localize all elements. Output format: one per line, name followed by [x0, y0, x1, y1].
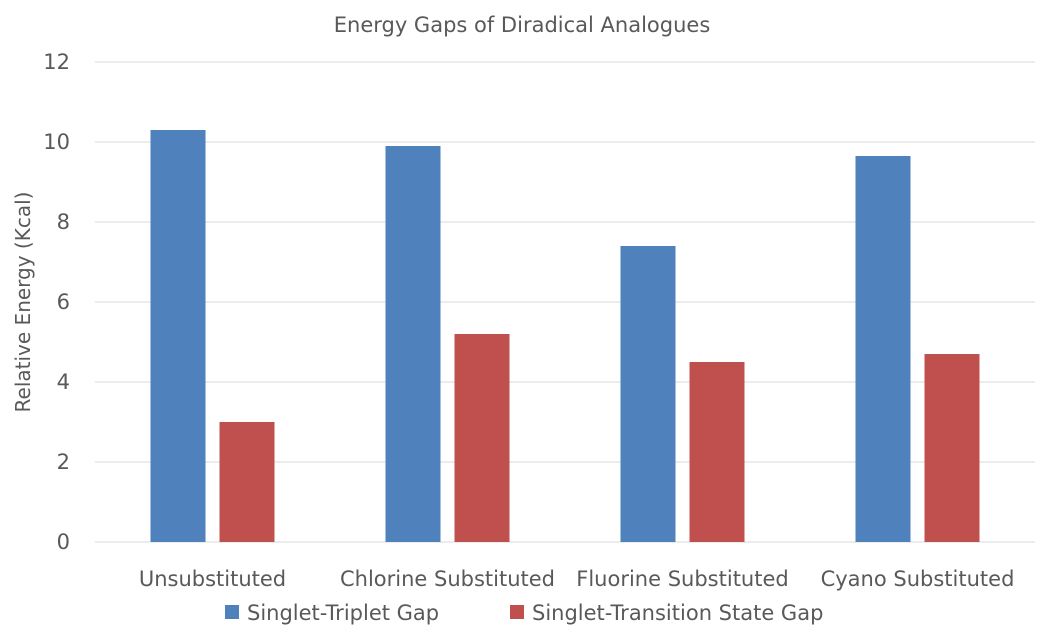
legend-swatch — [225, 605, 239, 619]
legend-label: Singlet-Transition State Gap — [532, 601, 823, 625]
y-tick-label: 0 — [57, 530, 70, 554]
bar-singlet-triplet-2 — [620, 246, 676, 542]
x-category-label: Chlorine Substituted — [340, 567, 555, 591]
legend-label: Singlet-Triplet Gap — [247, 601, 439, 625]
bar-singlet-triplet-1 — [385, 146, 441, 542]
bar-singlet-triplet-3 — [855, 156, 911, 542]
chart-title: Energy Gaps of Diradical Analogues — [334, 13, 711, 37]
bar-singlet-transition-3 — [924, 354, 980, 542]
x-category-label: Fluorine Substituted — [576, 567, 788, 591]
y-tick-label: 10 — [43, 130, 70, 154]
y-tick-label: 8 — [57, 210, 70, 234]
y-tick-label: 2 — [57, 450, 70, 474]
bars — [150, 130, 980, 542]
bar-singlet-transition-2 — [689, 362, 745, 542]
x-category-label: Cyano Substituted — [821, 567, 1015, 591]
y-tick-label: 6 — [57, 290, 70, 314]
legend: Singlet-Triplet Gap Singlet-Transition St… — [225, 601, 823, 625]
x-category-label: Unsubstituted — [139, 567, 286, 591]
bar-singlet-transition-1 — [454, 334, 510, 542]
y-axis-label: Relative Energy (Kcal) — [11, 192, 35, 413]
x-axis-categories: Unsubstituted Chlorine Substituted Fluorin… — [139, 567, 1015, 591]
legend-swatch — [510, 605, 524, 619]
bar-singlet-transition-0 — [219, 422, 275, 542]
bar-singlet-triplet-0 — [150, 130, 206, 542]
y-axis-ticks: 0 2 4 6 8 10 12 — [43, 50, 70, 554]
y-tick-label: 4 — [57, 370, 70, 394]
y-tick-label: 12 — [43, 50, 70, 74]
